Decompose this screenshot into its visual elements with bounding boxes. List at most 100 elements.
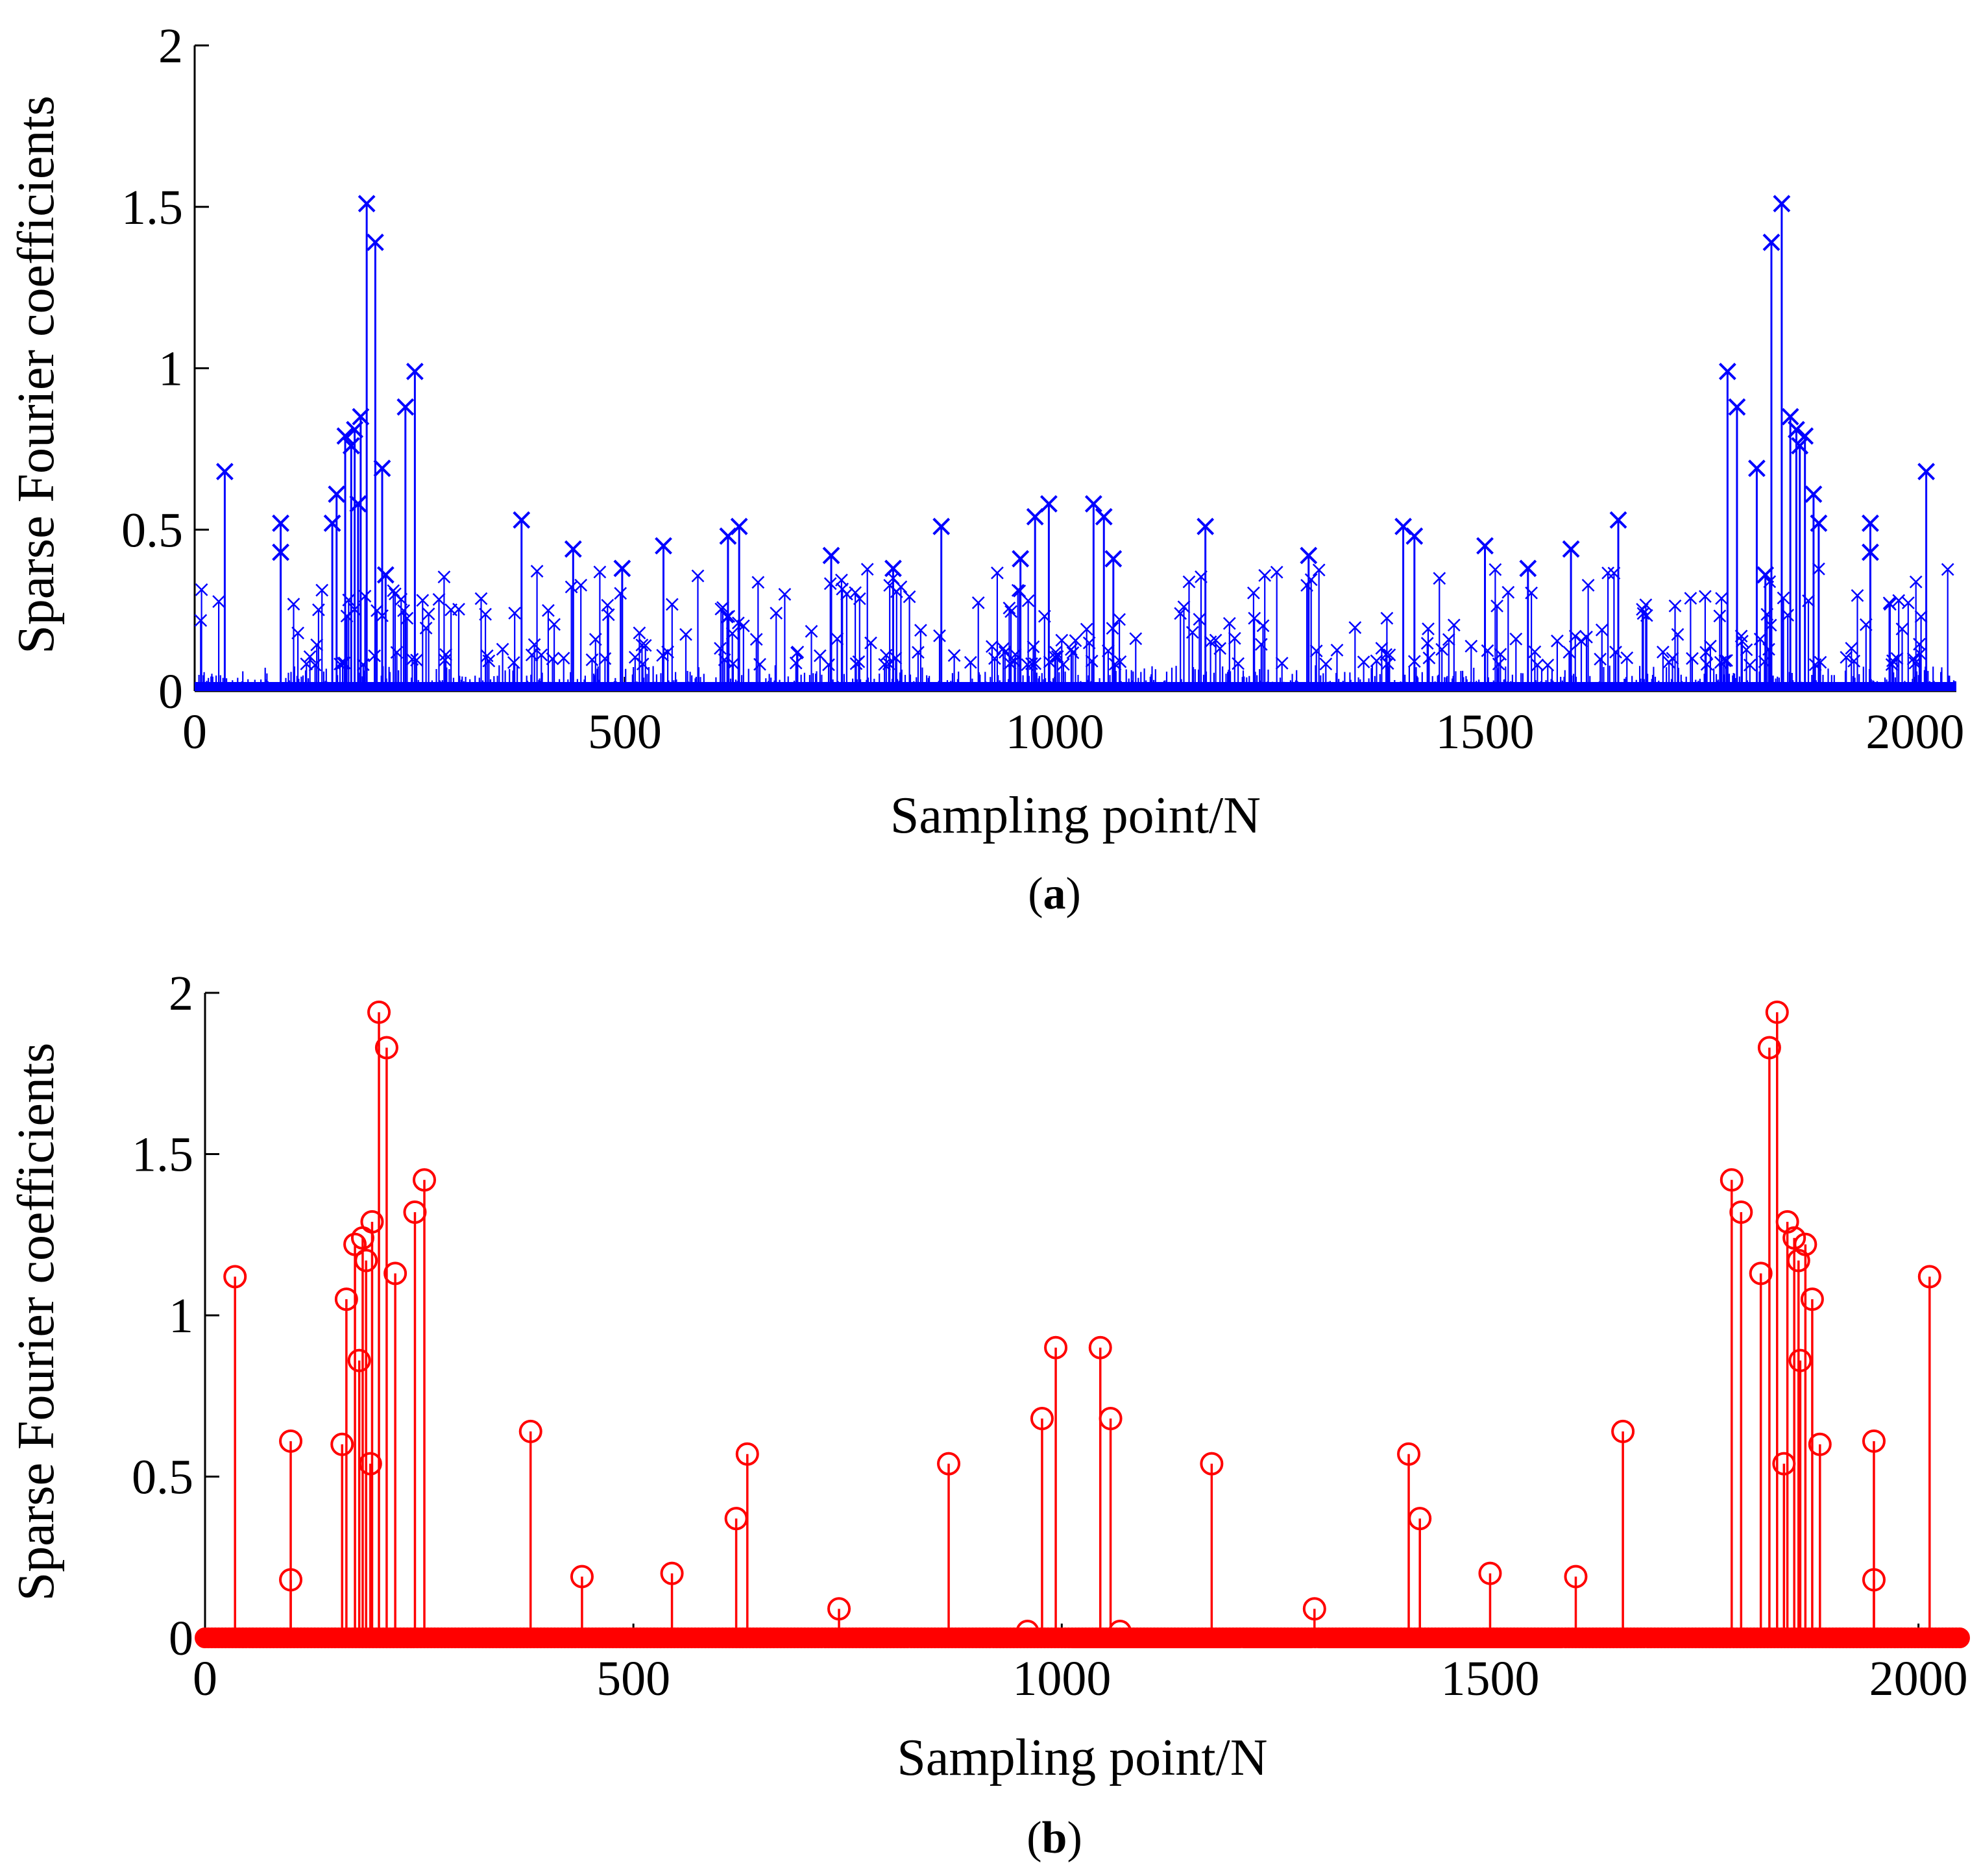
peak-x-marker [513,511,531,529]
peak-x-marker [1796,427,1814,445]
x-tick-label: 1000 [1012,1651,1111,1706]
y-axis-label: Sparse Fourier coefficients [8,95,65,653]
peak-x-marker [358,195,376,213]
peak-x-marker [1562,540,1580,558]
peak-circle-marker [570,1565,594,1589]
peak-circle-marker [1757,1036,1781,1060]
peak-x-marker [1039,495,1058,513]
peak-x-marker [1805,485,1823,503]
y-tick-label: 0.5 [121,503,183,557]
peak-x-marker [349,495,367,513]
peak-x-marker [1788,420,1805,439]
peak-x-marker [1781,408,1799,426]
peak-x-marker [1762,234,1780,251]
peak-circle-marker [347,1348,371,1372]
peak-x-marker [215,463,234,481]
x-tick-label: 0 [193,1651,217,1706]
peak-circle-marker [1088,1335,1112,1359]
peak-x-marker [396,398,415,416]
peak-circle-marker [827,1597,851,1621]
peak-circle-marker [1800,1287,1824,1311]
y-tick-label: 2 [158,19,183,73]
peak-x-marker [1197,517,1215,535]
peak-x-marker [1773,195,1791,213]
peak-x-marker [373,459,391,478]
peak-circle-marker [1044,1335,1068,1359]
peak-x-marker [1026,507,1044,526]
peak-x-marker [1748,459,1766,478]
peak-x-marker [1718,363,1736,380]
peak-circle-marker [1564,1565,1588,1589]
peak-x-marker [1862,514,1879,532]
peak-circle-marker [660,1561,684,1585]
peak-circle-marker [223,1265,247,1289]
baseline-band [195,682,1956,691]
peak-circle-marker [343,1232,367,1256]
peak-x-marker [730,517,748,535]
peak-x-marker [328,485,346,503]
y-tick-label: 0.5 [132,1450,193,1505]
y-tick-label: 1 [158,342,183,396]
peak-circle-marker [518,1419,542,1443]
peak-circle-marker [279,1568,303,1592]
peak-circle-marker [413,1168,436,1192]
peak-x-marker [884,559,902,578]
peak-x-marker [1405,527,1424,545]
x-axis-label: Sampling point/N [897,1729,1267,1786]
peak-x-marker [1609,511,1627,529]
peak-x-marker [342,437,360,455]
peak-circle-marker [1862,1429,1886,1453]
y-tick-label: 1.5 [121,180,183,235]
peak-circle-marker [367,1000,391,1024]
peak-circle-marker [354,1249,378,1273]
peak-circle-marker [1765,1000,1789,1024]
peak-circle-marker [1478,1561,1502,1585]
peak-circle-marker [360,1210,384,1234]
y-tick-label: 2 [169,966,193,1021]
panel-caption: (a) [1028,869,1081,919]
y-axis-label: Sparse Fourier coefficients [8,1043,65,1601]
peak-x-marker [272,514,289,532]
peak-x-marker [366,234,384,251]
chart-panel-b: 0 0.5 1 1.5 2 0 500 1000 1500 2000 Sampling point/… [8,966,1971,1863]
peak-circle-marker [1030,1407,1054,1431]
peak-circle-marker [330,1432,354,1456]
peak-circle-marker [334,1287,358,1311]
x-tick-label: 500 [588,705,662,759]
peak-circle-marker [1788,1348,1812,1372]
x-tick-label: 2000 [1866,705,1964,759]
peak-x-marker [1917,463,1936,481]
x-tick-label: 0 [182,705,207,759]
peak-x-marker [376,566,395,584]
y-tick-label: 0 [158,664,183,719]
peak-x-marker [613,559,631,578]
peak-circle-marker [1808,1432,1832,1456]
x-tick-label: 1500 [1440,1651,1539,1706]
peak-circle-marker [1302,1597,1326,1621]
peak-circle-marker [1408,1507,1432,1531]
x-tick-label: 1000 [1006,705,1104,759]
peak-x-marker [1810,514,1828,532]
peak-circle-marker [383,1261,407,1285]
peak-x-marker [564,540,582,558]
y-tick-label: 0 [169,1611,193,1666]
chart-panel-a: 0 0.5 1 1.5 2 0 500 1000 1500 2000 Sampling point/… [8,19,1964,919]
peak-circle-marker [1720,1168,1744,1192]
peak-x-marker [1104,550,1123,568]
panel-caption: (b) [1027,1813,1082,1863]
peak-x-marker [1476,537,1494,555]
peak-x-marker [1095,507,1113,526]
baseline-band [196,1629,1969,1647]
peak-x-marker [822,546,840,565]
peak-circle-marker [1917,1265,1941,1289]
peak-x-marker [406,363,424,380]
peak-circle-marker [735,1442,759,1466]
peak-circle-marker [1015,1620,1039,1644]
x-tick-label: 1500 [1436,705,1535,759]
peak-x-marker [272,543,289,561]
y-tick-label: 1 [169,1289,193,1343]
peak-x-marker [1084,495,1102,513]
peak-x-marker [1519,559,1537,578]
x-tick-label: 500 [596,1651,670,1706]
